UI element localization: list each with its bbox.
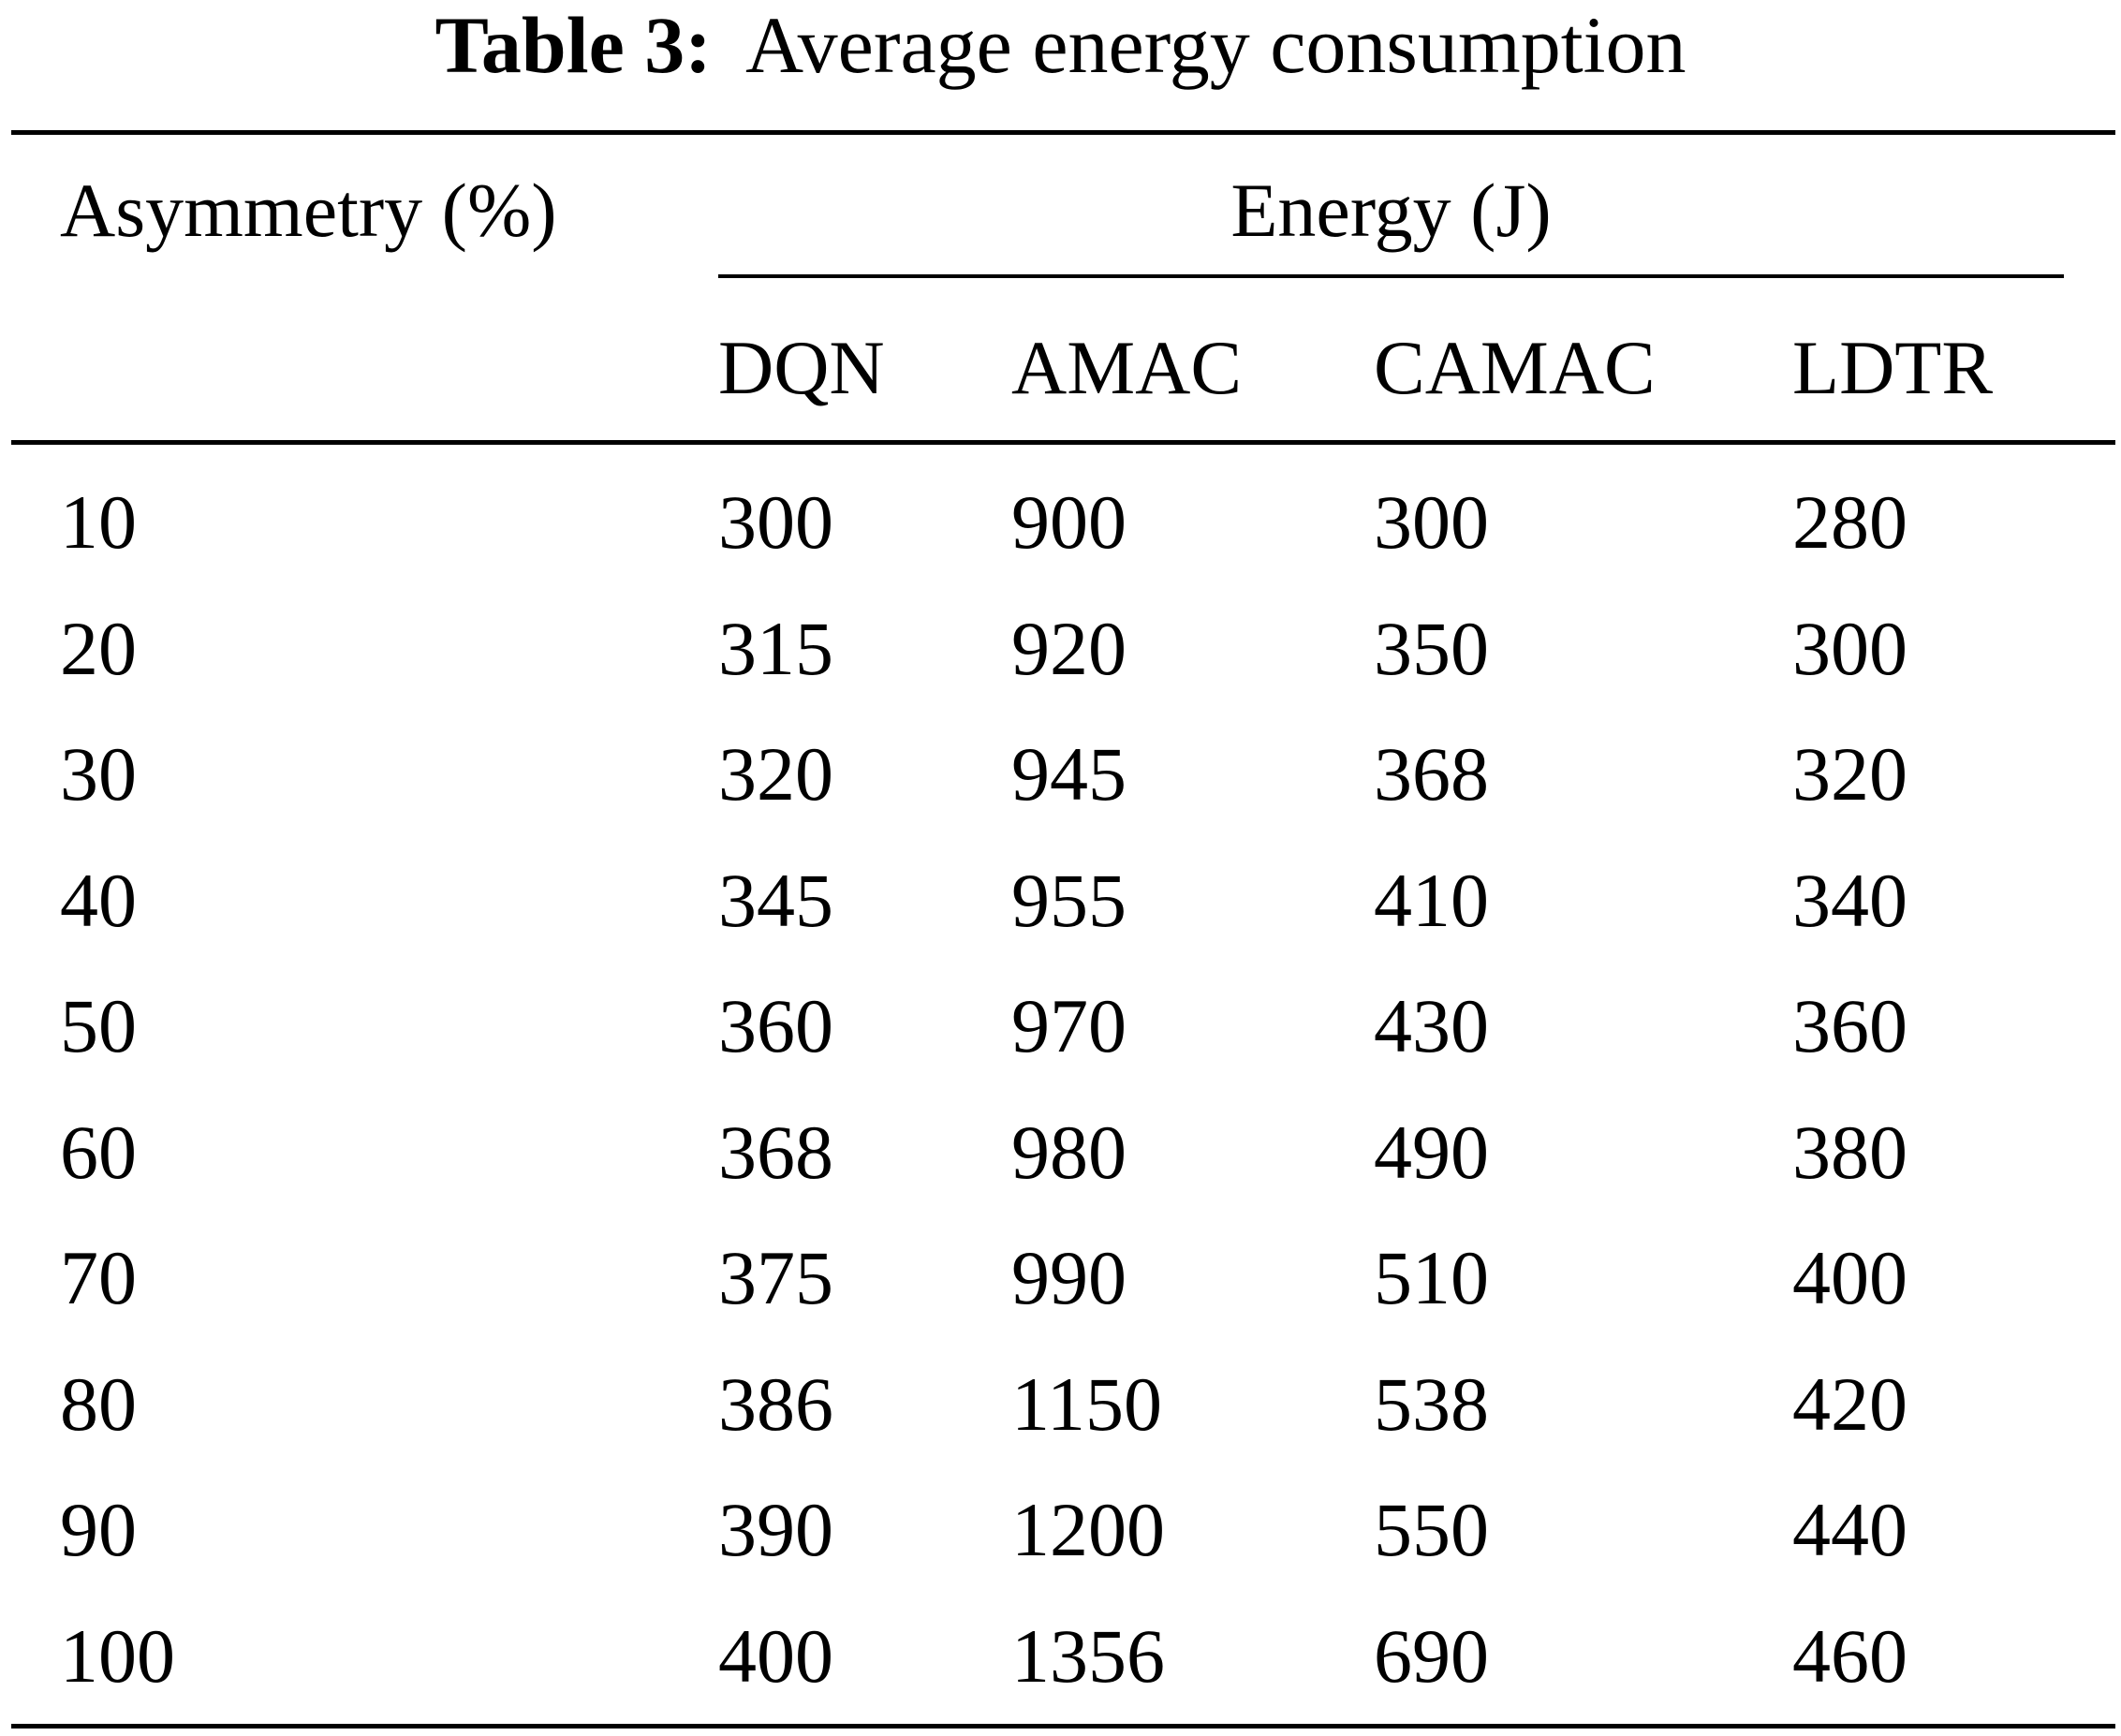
cell-amac: 1150 [1011, 1361, 1162, 1447]
cell-camac: 368 [1374, 731, 1489, 817]
cell-ldtr: 340 [1792, 858, 1907, 943]
cell-asymmetry: 40 [60, 858, 137, 943]
bottom-rule [11, 1724, 2115, 1729]
header-rule [11, 440, 2115, 445]
cell-ldtr: 320 [1792, 731, 1907, 817]
header-column-ldtr: LDTR [1792, 325, 1994, 410]
cell-camac: 538 [1374, 1361, 1489, 1447]
cell-dqn: 390 [718, 1487, 833, 1572]
cell-asymmetry: 10 [60, 479, 137, 565]
header-energy-group: Energy (J) [1230, 168, 1552, 253]
cell-ldtr: 280 [1792, 479, 1907, 565]
cell-amac: 990 [1011, 1235, 1127, 1320]
cell-ldtr: 360 [1792, 983, 1907, 1068]
table-row: 10 300 900 300 280 [0, 480, 2121, 565]
cell-amac: 980 [1011, 1110, 1127, 1195]
table-row: 50 360 970 430 360 [0, 984, 2121, 1068]
table-row: 60 368 980 490 380 [0, 1111, 2121, 1195]
cell-camac: 410 [1374, 858, 1489, 943]
cell-dqn: 300 [718, 479, 833, 565]
cell-asymmetry: 70 [60, 1235, 137, 1320]
cell-dqn: 315 [718, 606, 833, 691]
table-row: 20 315 920 350 300 [0, 607, 2121, 691]
cell-amac: 900 [1011, 479, 1127, 565]
cell-camac: 300 [1374, 479, 1489, 565]
table-row: 90 390 1200 550 440 [0, 1488, 2121, 1572]
top-rule [11, 130, 2115, 135]
cell-asymmetry: 80 [60, 1361, 137, 1447]
cell-asymmetry: 20 [60, 606, 137, 691]
cell-dqn: 368 [718, 1110, 833, 1195]
cell-amac: 945 [1011, 731, 1127, 817]
table-caption-text: Average energy consumption [744, 0, 1686, 90]
cell-ldtr: 460 [1792, 1613, 1907, 1699]
table-row: 100 400 1356 690 460 [0, 1614, 2121, 1699]
cell-camac: 550 [1374, 1487, 1489, 1572]
cell-amac: 920 [1011, 606, 1127, 691]
cell-asymmetry: 50 [60, 983, 137, 1068]
cell-dqn: 320 [718, 731, 833, 817]
cell-asymmetry: 30 [60, 731, 137, 817]
cell-dqn: 345 [718, 858, 833, 943]
cell-asymmetry: 90 [60, 1487, 137, 1572]
table-row: 30 320 945 368 320 [0, 732, 2121, 817]
header-column-dqn: DQN [718, 325, 885, 410]
cell-dqn: 400 [718, 1613, 833, 1699]
cell-camac: 430 [1374, 983, 1489, 1068]
cell-camac: 490 [1374, 1110, 1489, 1195]
cell-amac: 970 [1011, 983, 1127, 1068]
cell-asymmetry: 100 [60, 1613, 175, 1699]
cell-amac: 1356 [1011, 1613, 1165, 1699]
header-asymmetry: Asymmetry (%) [60, 168, 557, 253]
cell-dqn: 375 [718, 1235, 833, 1320]
cell-camac: 510 [1374, 1235, 1489, 1320]
cell-ldtr: 420 [1792, 1361, 1907, 1447]
table-row: 70 375 990 510 400 [0, 1236, 2121, 1320]
cell-camac: 690 [1374, 1613, 1489, 1699]
table-row: 80 386 1150 538 420 [0, 1362, 2121, 1447]
table-caption: Table 3: Average energy consumption [0, 0, 2121, 103]
table-caption-label: Table 3: [435, 0, 712, 90]
cell-camac: 350 [1374, 606, 1489, 691]
group-underline-rule [718, 274, 2064, 278]
cell-ldtr: 400 [1792, 1235, 1907, 1320]
cell-amac: 955 [1011, 858, 1127, 943]
cell-amac: 1200 [1011, 1487, 1165, 1572]
cell-dqn: 386 [718, 1361, 833, 1447]
cell-ldtr: 300 [1792, 606, 1907, 691]
cell-dqn: 360 [718, 983, 833, 1068]
header-column-amac: AMAC [1011, 325, 1243, 410]
cell-asymmetry: 60 [60, 1110, 137, 1195]
cell-ldtr: 440 [1792, 1487, 1907, 1572]
header-column-camac: CAMAC [1374, 325, 1656, 410]
cell-ldtr: 380 [1792, 1110, 1907, 1195]
table-row: 40 345 955 410 340 [0, 859, 2121, 943]
